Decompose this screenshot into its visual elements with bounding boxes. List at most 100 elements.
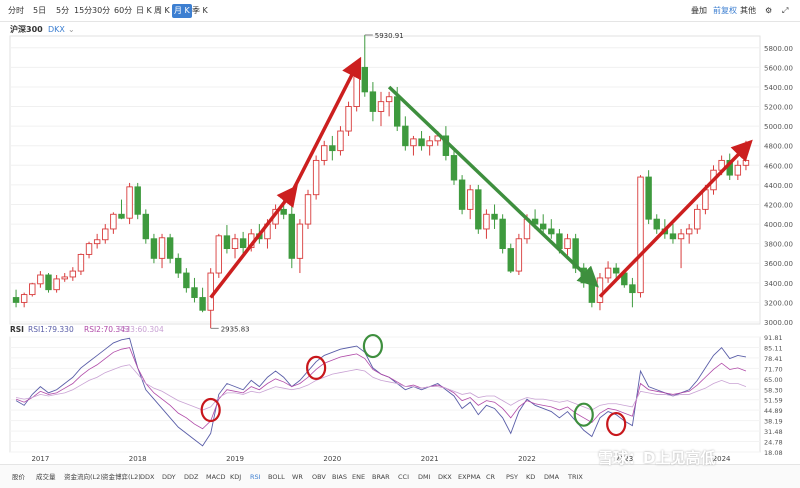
indicator-tab-5[interactable]: DDY — [162, 473, 176, 481]
adjust-dropdown[interactable]: 前复权 — [713, 6, 737, 15]
indicator-tab-1[interactable]: 成交量 — [36, 473, 56, 481]
candle-62 — [515, 233, 523, 275]
candle-body — [694, 208, 701, 230]
year-label-2019: 2019 — [226, 455, 244, 463]
indicator-tab-24[interactable]: TRIX — [568, 473, 583, 481]
candle-4 — [45, 273, 52, 293]
indicator-label[interactable]: DKX — [48, 25, 65, 34]
trend-arrow-0 — [209, 184, 298, 299]
candle-45 — [377, 91, 385, 127]
price-tick-5800-00: 5800.00 — [764, 45, 793, 53]
candle-9 — [85, 241, 93, 259]
indicator-tab-18[interactable]: DKX — [438, 473, 452, 481]
timeframe-tab-4[interactable]: 30分 — [92, 6, 111, 15]
candle-body — [126, 186, 133, 219]
indicator-tab-15[interactable]: BRAR — [372, 473, 390, 481]
candle-23 — [199, 287, 206, 313]
candle-1 — [20, 292, 28, 308]
indicator-tab-8[interactable]: KDJ — [230, 473, 242, 481]
year-label-2024: 2024 — [713, 455, 731, 463]
candle-body — [345, 106, 352, 132]
indicator-tab-11[interactable]: WR — [292, 473, 303, 481]
timeframe-tab-5[interactable]: 60分 — [114, 6, 133, 15]
price-tick-4800-00: 4800.00 — [764, 143, 793, 151]
candle-body — [361, 66, 368, 93]
indicator-tab-14[interactable]: ENE — [352, 473, 366, 481]
candle-41 — [345, 101, 352, 136]
candle-body — [410, 138, 417, 147]
fullscreen-icon[interactable]: ⤢ — [782, 6, 789, 15]
timeframe-tab-7[interactable]: 周 K — [154, 6, 170, 15]
candle-body — [321, 145, 328, 161]
indicator-tab-9[interactable]: RSI — [250, 473, 261, 481]
rsi-line-rsi1 — [15, 337, 747, 447]
candle-6 — [61, 273, 68, 282]
candle-89 — [734, 160, 742, 180]
indicator-tab-17[interactable]: DMI — [418, 473, 431, 481]
candle-13 — [118, 199, 125, 220]
indicator-tab-16[interactable]: CCI — [398, 473, 409, 481]
timeframe-tab-8[interactable]: 月 K — [172, 4, 192, 18]
indicator-tab-22[interactable]: KD — [526, 473, 536, 481]
rsi-tick-91-81: 91.81 — [764, 334, 783, 342]
candle-body — [20, 294, 28, 303]
rsi-tick-18-08: 18.08 — [764, 449, 783, 457]
candle-40 — [337, 126, 344, 156]
indicator-tab-7[interactable]: MACD — [206, 473, 226, 481]
indicator-tab-20[interactable]: CR — [486, 473, 496, 481]
timeframe-tab-3[interactable]: 15分 — [74, 6, 93, 15]
candle-body — [215, 235, 223, 274]
timeframe-tab-6[interactable]: 日 K — [136, 6, 152, 15]
candle-body — [426, 140, 433, 147]
candle-body — [158, 237, 166, 259]
candle-10 — [93, 233, 101, 249]
indicator-tab-23[interactable]: DMA — [544, 473, 560, 481]
candle-body — [312, 159, 320, 196]
candle-0 — [12, 289, 20, 308]
candle-25 — [215, 233, 223, 278]
indicator-tab-0[interactable]: 股价 — [12, 473, 25, 481]
candle-55 — [458, 175, 466, 215]
candle-body — [77, 253, 85, 272]
watermark: 雪球：D上见高低 — [598, 449, 716, 467]
rsi-tick-85-11: 85.11 — [764, 344, 783, 352]
indicator-tab-13[interactable]: BIAS — [332, 473, 347, 481]
candle-body — [329, 145, 336, 152]
rsi-label: RSI — [10, 325, 24, 334]
timeframe-tab-2[interactable]: 5分 — [56, 6, 70, 15]
candle-body — [564, 238, 571, 250]
timeframe-tab-1[interactable]: 5日 — [33, 6, 47, 15]
candle-74 — [612, 263, 620, 278]
timeframe-tab-9[interactable]: 季 K — [192, 6, 208, 15]
indicator-tab-19[interactable]: EXPMA — [458, 473, 481, 481]
indicator-tab-6[interactable]: DDZ — [184, 473, 199, 481]
indicator-tab-4[interactable]: DDX — [140, 473, 155, 481]
candle-46 — [385, 91, 393, 117]
indicator-tab-21[interactable]: PSY — [506, 473, 519, 481]
year-label-2022: 2022 — [518, 455, 536, 463]
candle-76 — [629, 277, 636, 308]
candle-72 — [596, 273, 604, 311]
overlay-button[interactable]: 叠加 — [691, 6, 707, 15]
candle-43 — [361, 35, 368, 97]
indicator-tab-12[interactable]: OBV — [312, 473, 326, 481]
indicator-tab-3[interactable]: 资金博弈(L2) — [102, 473, 141, 481]
indicator-tab-10[interactable]: BOLL — [268, 473, 285, 481]
settings-icon[interactable]: ⚙ — [765, 6, 773, 15]
candle-body — [458, 179, 466, 210]
indicator-tabs: 股价 成交量 资金流向(L2) 资金博弈(L2) DDX DDY DDZ MACD KDJ RSI… — [0, 464, 800, 488]
candle-body — [507, 248, 514, 272]
candle-7 — [69, 267, 77, 281]
candle-body — [102, 228, 109, 241]
candle-body — [685, 228, 693, 235]
price-tick-5200-00: 5200.00 — [764, 104, 793, 112]
more-dropdown[interactable]: 其他 — [740, 6, 756, 15]
candle-56 — [467, 184, 474, 220]
chevron-down-icon[interactable]: ⌄ — [68, 25, 75, 34]
indicator-tab-2[interactable]: 资金流向(L2) — [64, 473, 103, 481]
candle-body — [669, 233, 677, 240]
candle-body — [134, 186, 141, 215]
timeframe-tab-0[interactable]: 分时 — [8, 6, 24, 15]
candle-body — [499, 218, 506, 250]
